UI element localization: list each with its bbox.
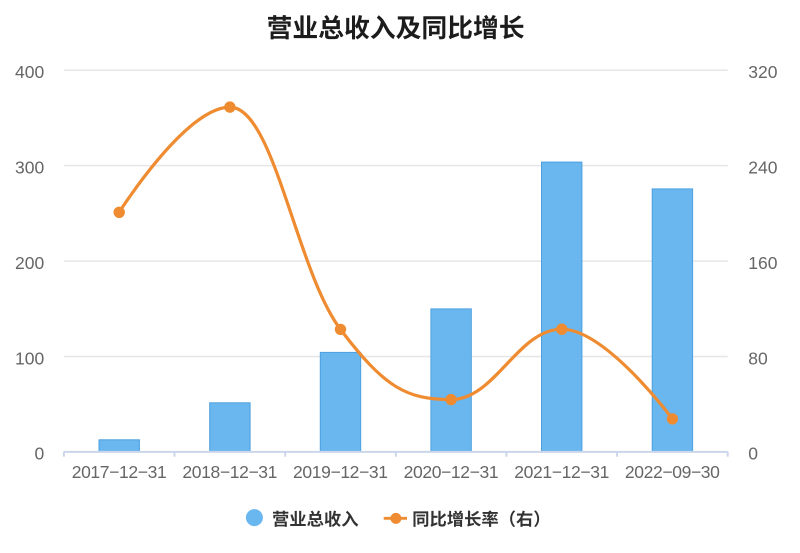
- svg-text:2021−12−31: 2021−12−31: [514, 462, 609, 482]
- svg-text:2022−09−30: 2022−09−30: [625, 462, 720, 482]
- svg-text:80: 80: [748, 348, 768, 368]
- svg-text:2020−12−31: 2020−12−31: [404, 462, 499, 482]
- svg-text:100: 100: [15, 348, 44, 368]
- svg-text:200: 200: [15, 253, 44, 273]
- svg-text:0: 0: [748, 444, 758, 464]
- svg-text:400: 400: [15, 62, 44, 82]
- svg-text:2017−12−31: 2017−12−31: [72, 462, 167, 482]
- svg-text:240: 240: [748, 158, 777, 178]
- svg-text:160: 160: [748, 253, 777, 273]
- svg-text:2018−12−31: 2018−12−31: [182, 462, 277, 482]
- svg-text:320: 320: [748, 62, 777, 82]
- svg-text:2019−12−31: 2019−12−31: [293, 462, 388, 482]
- svg-text:300: 300: [15, 158, 44, 178]
- svg-text:0: 0: [34, 444, 44, 464]
